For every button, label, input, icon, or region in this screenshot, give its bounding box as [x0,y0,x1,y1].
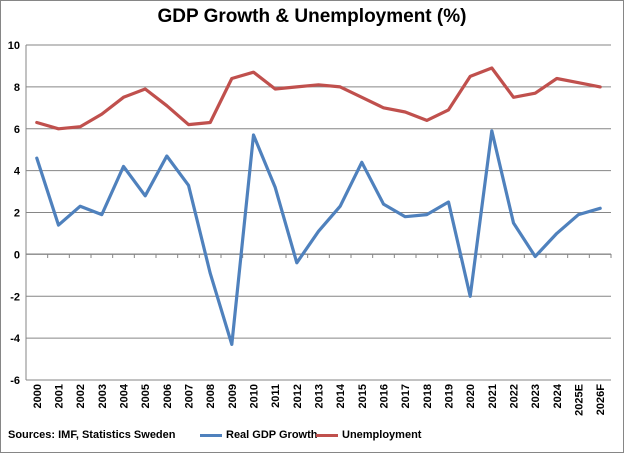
x-tick-label: 2007 [184,384,196,408]
x-tick-label: 2016 [379,384,391,408]
y-tick-label: -4 [10,333,21,345]
x-tick-label: 2020 [465,384,477,408]
legend-swatch-gdp [200,433,222,437]
series-line-gdp-growth [35,129,602,346]
x-tick-label: 2008 [205,384,217,408]
legend-swatch-unemployment [316,433,338,437]
x-tick-label: 2006 [162,384,174,408]
x-tick-label: 2012 [292,384,304,408]
x-tick-label: 2021 [487,384,499,408]
legend-item-unemployment: Unemployment [316,427,421,443]
x-tick-label: 2002 [75,384,87,408]
x-tick-label: 2025E [574,384,586,416]
y-tick-label: -2 [10,291,20,303]
x-tick-label: 2017 [400,384,412,408]
x-tick-label: 2026F [595,384,607,415]
x-tick-label: 2001 [54,384,66,408]
x-tick-label: 2010 [249,384,261,408]
legend-label-gdp: Real GDP Growth [226,429,318,441]
x-tick-label: 2019 [444,384,456,408]
x-tick-label: 2018 [422,384,434,408]
x-tick-label: 2004 [119,383,131,408]
y-tick-label: 6 [14,124,20,136]
x-tick-label: 2000 [32,384,44,408]
chart-title: GDP Growth & Unemployment (%) [157,6,467,27]
x-tick-label: 2024 [552,383,564,408]
series-line-unemployment [35,66,602,131]
legend-item-gdp: Real GDP Growth [200,427,317,443]
y-tick-label: 0 [14,249,20,261]
x-tick-label: 2005 [140,384,152,408]
legend-label-unemployment: Unemployment [342,429,422,441]
y-tick-label: 4 [14,166,21,178]
y-tick-label: -6 [10,375,20,387]
x-tick-label: 2015 [357,384,369,408]
x-tick-label: 2011 [270,384,282,408]
x-tick-label: 2022 [509,384,521,408]
x-tick-label: 2003 [97,384,109,408]
y-tick-label: 2 [14,208,20,220]
x-tick-label: 2013 [314,384,326,408]
chart-source: Sources: IMF, Statistics Sweden [8,429,176,441]
y-tick-label: 8 [14,82,20,94]
x-tick-label: 2023 [530,384,542,408]
x-tick-label: 2014 [335,383,347,408]
x-tick-label: 2009 [227,384,239,408]
y-tick-label: 10 [8,40,20,52]
